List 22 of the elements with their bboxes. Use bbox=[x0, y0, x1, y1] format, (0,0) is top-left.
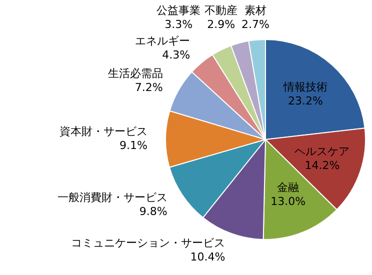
data-label: 13.0% bbox=[270, 194, 306, 208]
slice-label: 公益事業 bbox=[156, 4, 201, 17]
data-label: 2.9% bbox=[207, 18, 236, 31]
data-label: 9.1% bbox=[120, 138, 148, 152]
data-label: 7.2% bbox=[134, 81, 163, 94]
data-label: 2.7% bbox=[242, 18, 270, 31]
data-label: 9.8% bbox=[139, 204, 168, 218]
slice-label: 金融 bbox=[277, 180, 300, 194]
slice-label: ヘルスケア bbox=[294, 144, 350, 158]
data-label: 4.3% bbox=[162, 48, 190, 62]
data-label: 23.2% bbox=[288, 94, 323, 108]
slice-label: エネルギー bbox=[135, 34, 190, 48]
data-label: 14.2% bbox=[304, 158, 340, 172]
slice-label: 生活必需品 bbox=[108, 67, 163, 80]
slice-label: 素材 bbox=[244, 4, 267, 17]
data-label: 3.3% bbox=[164, 18, 193, 31]
slice-label: 資本財・サービス bbox=[60, 124, 148, 138]
slice-label: 情報技術 bbox=[282, 80, 328, 94]
slice-label: 不動産 bbox=[204, 4, 238, 17]
slice-label: 一般消費財・サービス bbox=[57, 190, 168, 204]
slice-label: コミュニケーション・サービス bbox=[71, 236, 226, 250]
data-label: 10.4% bbox=[190, 250, 226, 264]
